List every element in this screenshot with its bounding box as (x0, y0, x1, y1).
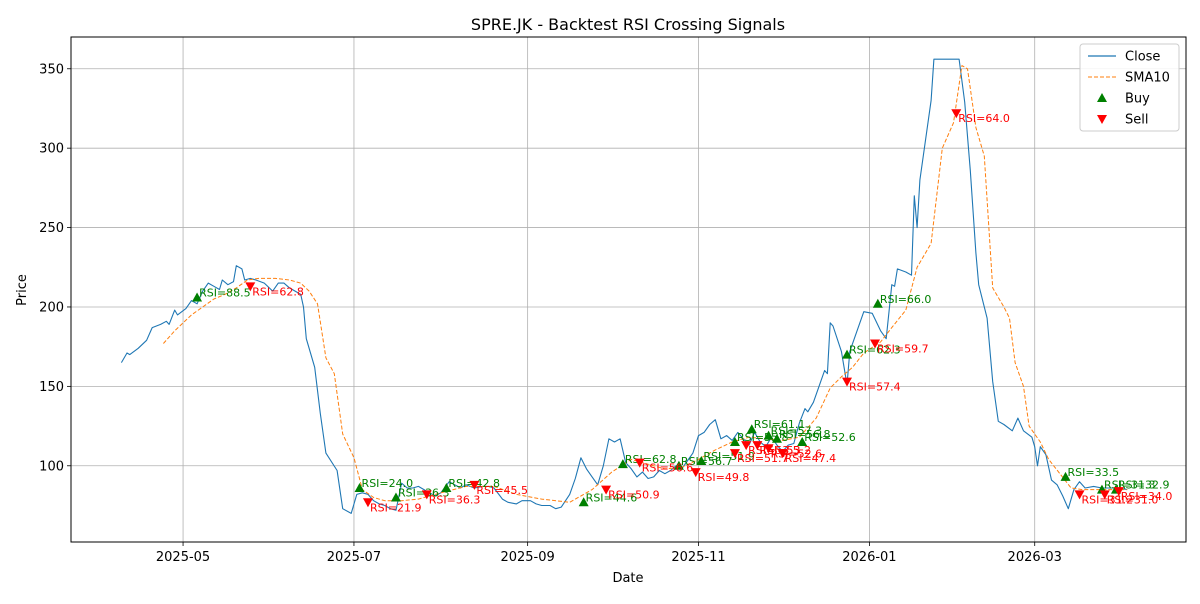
sell-signal-label: RSI=45.5 (476, 484, 528, 497)
y-axis-label: Price (15, 274, 30, 306)
y-tick-label: 100 (39, 459, 64, 474)
sell-signal-label: RSI=50.9 (608, 489, 660, 502)
buy-signal-marker (578, 497, 589, 507)
sell-signal-marker (1099, 490, 1110, 500)
y-tick-label: 200 (39, 300, 64, 315)
legend-sell-swatch (1097, 115, 1107, 124)
x-tick-label: 2026-01 (842, 550, 896, 565)
sell-signal-label: RSI=21.9 (370, 501, 422, 514)
buy-signal-marker (390, 492, 401, 502)
sell-signal-label: RSI=59.7 (877, 342, 929, 355)
sell-signal-label: RSI=56.6 (642, 462, 694, 475)
sell-signal-marker (777, 449, 788, 459)
chart-title: SPRE.JK - Backtest RSI Crossing Signals (471, 15, 785, 34)
x-tick-label: 2025-07 (327, 550, 381, 565)
sell-signal-label: RSI=47.4 (785, 452, 837, 465)
legend-buy-swatch (1097, 93, 1107, 102)
buy-signal-label: RSI=57.3 (771, 425, 823, 438)
axis-layer: 2025-05 2025-07 2025-09 2025-11 2026-01 2026-… (39, 62, 1062, 565)
sell-signal-marker (1113, 487, 1124, 497)
sell-signal-marker (634, 458, 645, 468)
x-tick-label: 2025-09 (500, 550, 554, 565)
y-tick-label: 150 (39, 380, 64, 395)
buy-signal-marker (354, 483, 365, 493)
sell-signal-marker (469, 480, 480, 490)
buy-signal-marker (872, 298, 883, 308)
sell-signal-marker (741, 441, 752, 451)
sell-signal-marker (951, 109, 962, 119)
buy-signal-marker (673, 460, 684, 470)
sell-signal-marker (421, 490, 432, 500)
sell-signal-marker (729, 449, 740, 459)
legend-entry-label: Close (1125, 50, 1160, 65)
x-axis-label: Date (612, 571, 643, 586)
buy-signal-marker (729, 436, 740, 446)
sell-signal-label: RSI=34.0 (1121, 490, 1173, 503)
sell-signal-marker (362, 498, 373, 508)
buy-signal-label: RSI=32.9 (1118, 479, 1170, 492)
plot-area-frame (70, 36, 1187, 543)
buy-signal-marker (797, 436, 808, 446)
buy-signal-label: RSI=52.6 (804, 431, 856, 444)
buy-signal-label: RSI=61.1 (754, 418, 806, 431)
y-tick-label: 300 (39, 142, 64, 157)
buy-signal-label: RSI=88.5 (199, 286, 251, 299)
sell-signal-marker (842, 377, 853, 387)
sell-signal-marker (763, 444, 774, 454)
sell-signal-marker (245, 282, 256, 292)
sell-signal-label: RSI=36.3 (429, 493, 481, 506)
x-tick-label: 2025-05 (156, 550, 210, 565)
y-tick-label: 350 (39, 62, 64, 77)
buy-signal-marker (1060, 471, 1071, 481)
legend-entry-label: SMA10 (1125, 71, 1170, 86)
buy-signal-marker (771, 433, 782, 443)
buy-signal-marker (763, 430, 774, 440)
sell-signal-label: RSI=49.8 (698, 471, 750, 484)
buy-signal-marker (617, 459, 628, 469)
y-tick-label: 250 (39, 221, 64, 236)
sell-signal-label: RSI=51.7 (737, 452, 789, 465)
signal-markers: RSI=88.5RSI=24.0RSI=36.3RSI=42.8RSI=44.6… (192, 109, 1172, 514)
sell-signal-label: RSI=31.2 (1082, 493, 1134, 506)
buy-signal-label: RSI=44.6 (586, 491, 638, 504)
sma10-line (163, 65, 1128, 503)
sell-signal-marker (601, 485, 612, 495)
sell-signal-label: RSI=62.8 (252, 285, 304, 298)
legend: Close SMA10 Buy Sell (1079, 43, 1180, 132)
series-layer (120, 58, 1128, 514)
buy-signal-label: RSI=51.9 (703, 450, 755, 463)
legend-entry-label: Buy (1125, 92, 1150, 107)
x-tick-label: 2025-11 (671, 550, 725, 565)
buy-signal-label: RSI=56.7 (681, 455, 733, 468)
buy-signal-marker (842, 349, 853, 359)
sell-signal-marker (1074, 490, 1085, 500)
buy-signal-marker (746, 424, 757, 434)
x-tick-label: 2026-03 (1008, 550, 1062, 565)
buy-signal-label: RSI=62.3 (849, 344, 901, 357)
sell-signal-label: RSI=64.0 (958, 112, 1010, 125)
sell-signal-marker (752, 441, 763, 451)
sell-signal-label: RSI=57.4 (849, 381, 901, 394)
buy-signal-label: RSI=33.5 (1068, 466, 1120, 479)
sell-signal-label: RSI=53.5 (748, 444, 800, 457)
sell-signal-marker (690, 468, 701, 478)
buy-signal-marker (192, 292, 203, 302)
legend-box (1079, 43, 1180, 132)
close-price-line (120, 58, 1128, 514)
buy-signal-label: RSI=56.8 (779, 428, 831, 441)
sell-signal-label: RSI=31.0 (1107, 493, 1159, 506)
buy-signal-marker (696, 456, 707, 466)
buy-signal-label: RSI=24.0 (362, 477, 414, 490)
buy-signal-marker (441, 483, 452, 493)
grid-layer (71, 37, 1186, 542)
legend-entry-label: Sell (1125, 113, 1148, 128)
buy-signal-label: RSI=66.0 (880, 293, 932, 306)
sell-signal-marker (870, 339, 881, 349)
